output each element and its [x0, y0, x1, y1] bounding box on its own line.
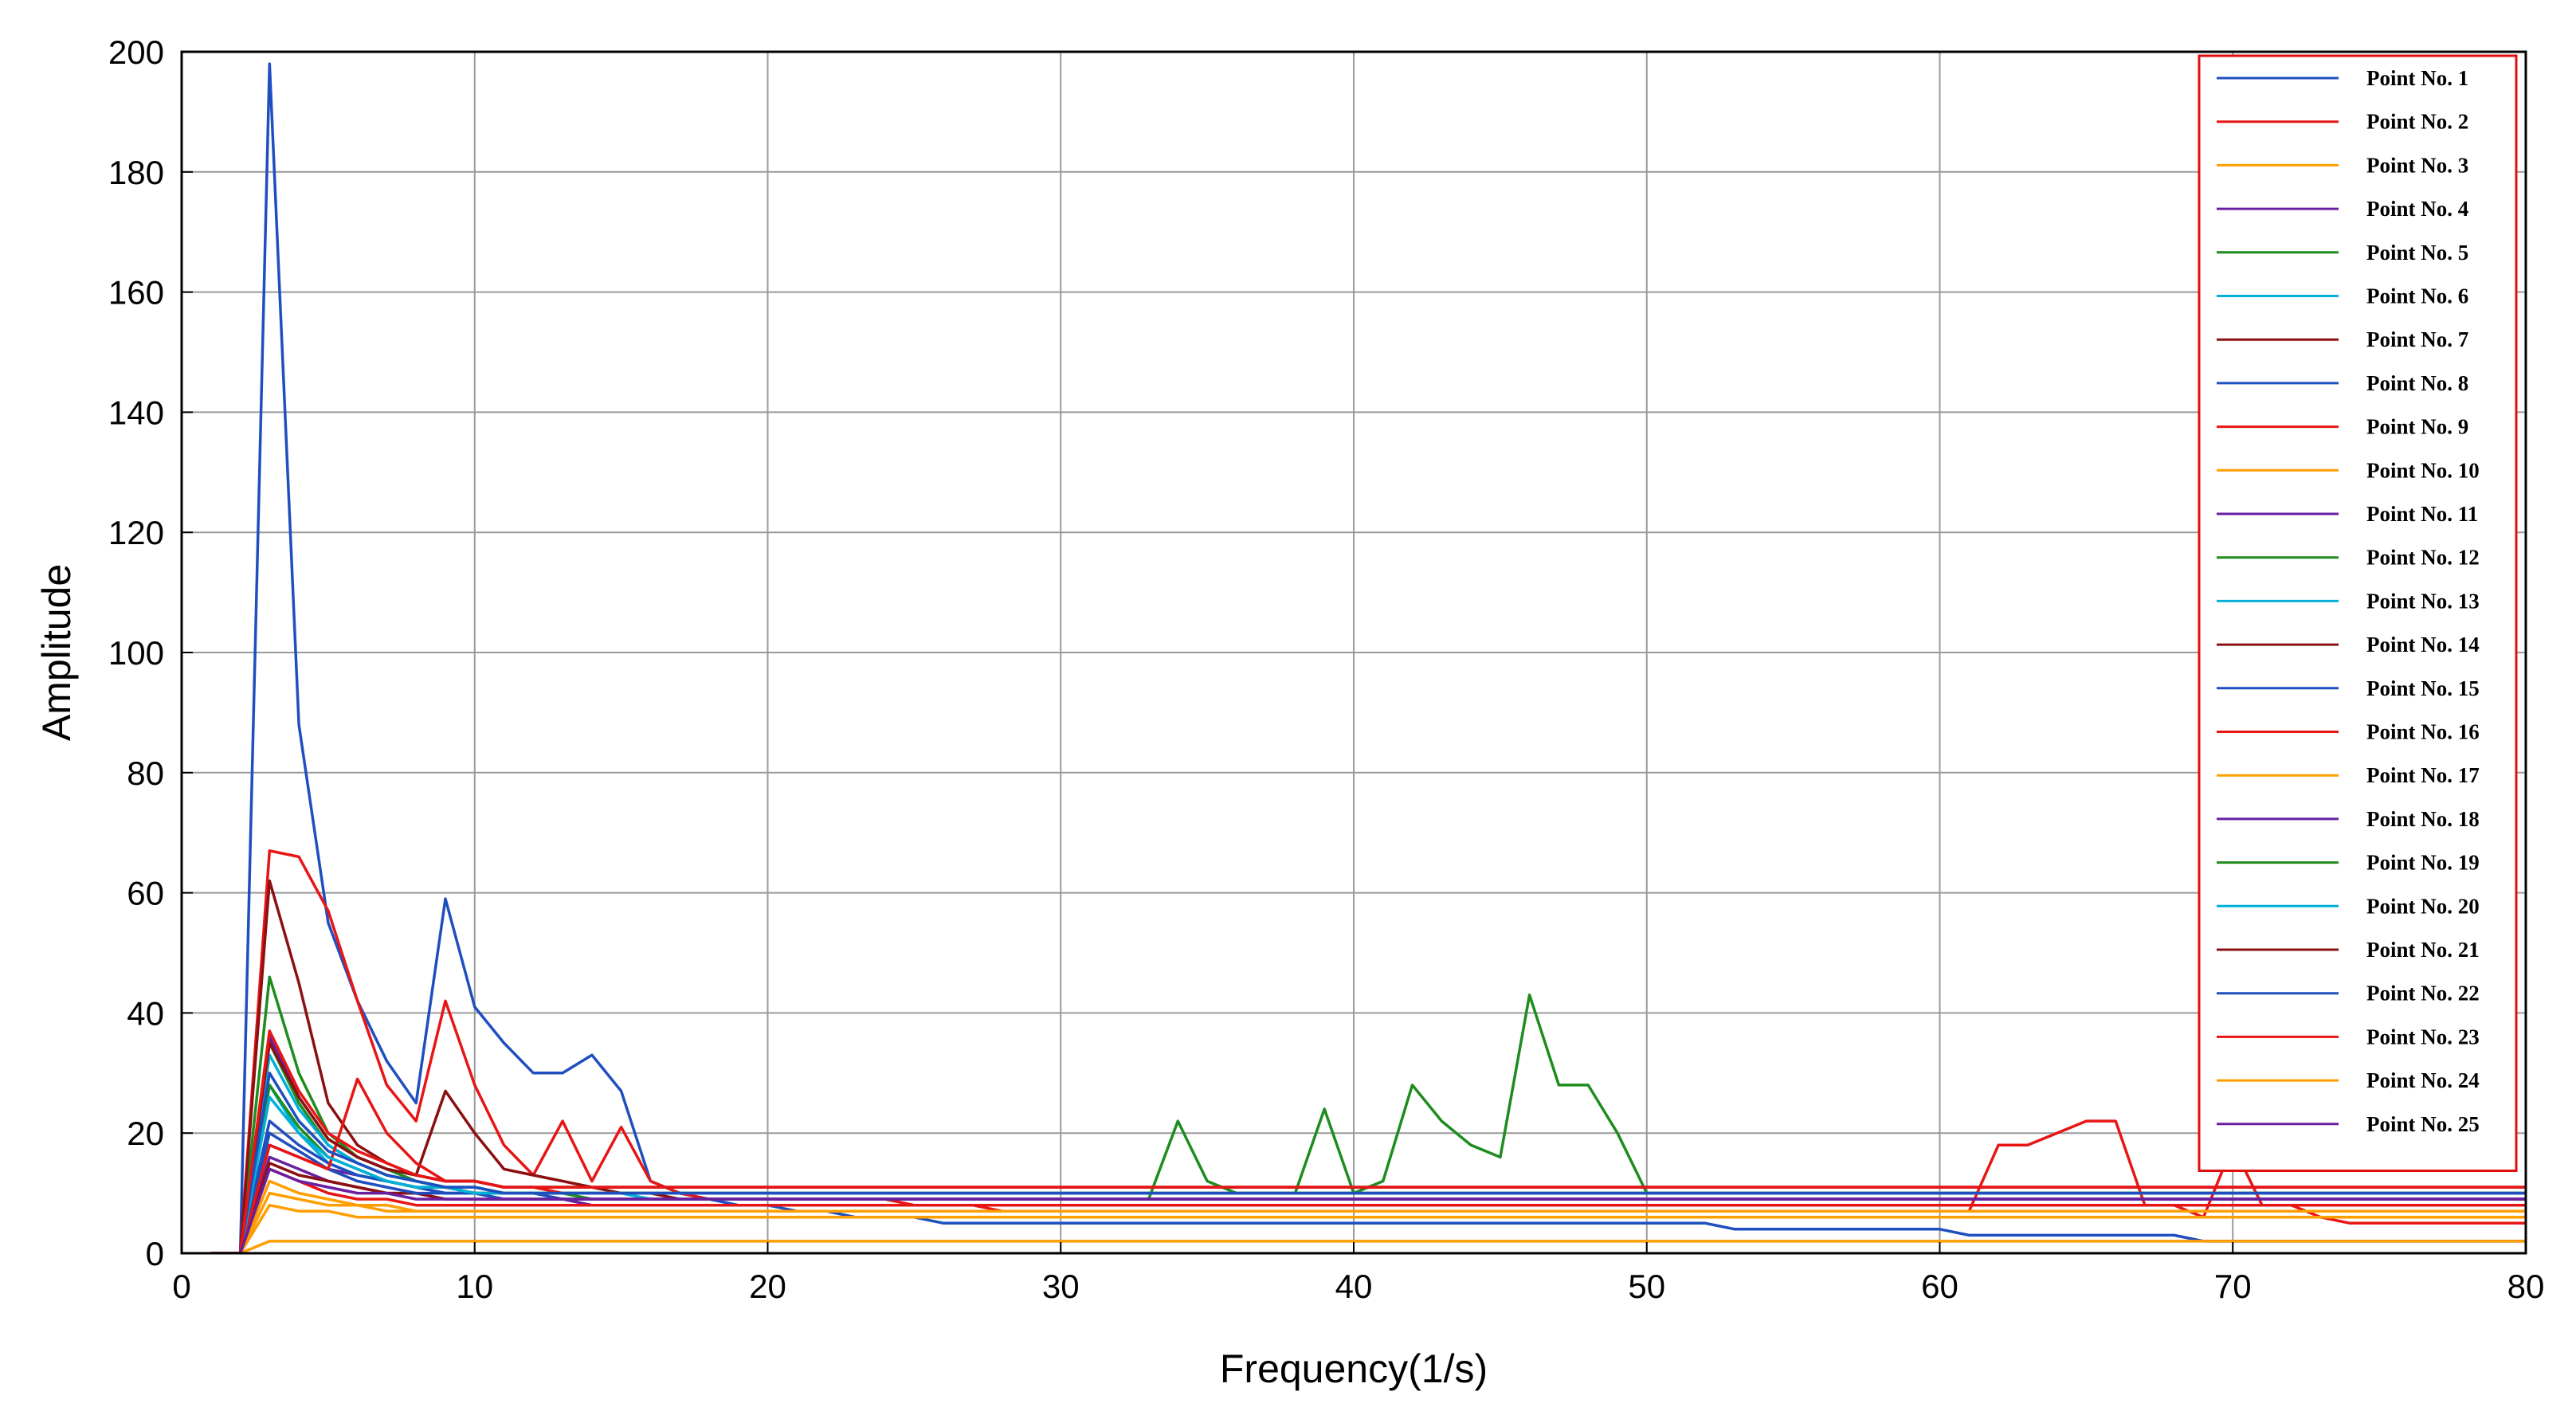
legend-label: Point No. 13	[2366, 589, 2480, 613]
y-tick-label: 40	[127, 994, 164, 1032]
series-line	[210, 1084, 2526, 1253]
legend-label: Point No. 2	[2366, 110, 2468, 134]
series-line	[210, 1077, 2526, 1253]
legend-box	[2198, 54, 2518, 1172]
series-line	[210, 1072, 2526, 1253]
legend-label: Point No. 7	[2366, 327, 2468, 351]
x-tick-label: 20	[749, 1268, 786, 1305]
x-tick-label: 30	[1042, 1268, 1080, 1305]
legend-label: Point No. 24	[2366, 1068, 2480, 1092]
series-line	[210, 62, 2526, 1253]
y-tick-label: 60	[127, 875, 164, 912]
legend-label: Point No. 16	[2366, 720, 2480, 744]
series-line	[210, 1240, 2526, 1253]
y-axis-title: Amplitude	[34, 564, 79, 741]
x-tick-label: 70	[2214, 1268, 2252, 1305]
legend-label: Point No. 5	[2366, 241, 2468, 265]
legend-label: Point No. 15	[2366, 676, 2480, 700]
legend-label: Point No. 19	[2366, 851, 2480, 875]
series-line	[210, 1035, 2526, 1253]
y-tick-label: 20	[127, 1115, 164, 1152]
legend-label: Point No. 18	[2366, 807, 2480, 831]
legend-label: Point No. 10	[2366, 458, 2480, 482]
x-axis-ticks: 0 10 20 30 40 50 60 70 80	[172, 1242, 2544, 1305]
x-tick-label: 50	[1628, 1268, 1665, 1305]
legend-label: Point No. 8	[2366, 371, 2468, 395]
legend-label: Point No. 9	[2366, 415, 2468, 439]
legend-label: Point No. 14	[2366, 633, 2480, 656]
grid	[182, 52, 2526, 1253]
y-tick-label: 200	[108, 33, 164, 71]
series-line	[210, 1041, 2526, 1253]
series-line	[210, 1191, 2526, 1253]
x-tick-label: 0	[172, 1268, 190, 1305]
legend-label: Point No. 6	[2366, 284, 2468, 308]
series-line	[210, 1167, 2526, 1253]
y-tick-label: 0	[146, 1235, 164, 1272]
x-tick-label: 10	[456, 1268, 493, 1305]
series-line	[210, 1203, 2526, 1253]
legend-label: Point No. 4	[2366, 197, 2468, 221]
legend-label: Point No. 11	[2366, 502, 2478, 526]
legend-label: Point No. 22	[2366, 982, 2480, 1005]
legend-label: Point No. 23	[2366, 1025, 2480, 1048]
y-tick-label: 160	[108, 274, 164, 312]
x-tick-label: 60	[1921, 1268, 1958, 1305]
legend-label: Point No. 17	[2366, 763, 2480, 787]
y-axis-ticks: 0 20 40 60 80 100 120 140 160 180 200	[108, 33, 193, 1272]
x-axis-title: Frequency(1/s)	[1220, 1346, 1488, 1391]
series-line	[210, 1041, 2526, 1253]
series-line	[210, 1167, 2526, 1253]
series-line	[210, 1095, 2526, 1253]
y-tick-label: 120	[108, 514, 164, 551]
y-tick-label: 140	[108, 394, 164, 431]
legend-label: Point No. 3	[2366, 153, 2468, 177]
series-line	[210, 1029, 2526, 1253]
y-tick-label: 80	[127, 754, 164, 792]
series-layer	[210, 62, 2526, 1253]
legend-label: Point No. 21	[2366, 938, 2480, 962]
legend: Point No. 1 Point No. 2 Point No. 3 Point N…	[2198, 54, 2518, 1172]
legend-label: Point No. 12	[2366, 546, 2480, 570]
legend-label: Point No. 1	[2366, 66, 2468, 90]
legend-label: Point No. 25	[2366, 1112, 2480, 1136]
legend-label: Point No. 20	[2366, 894, 2480, 918]
x-tick-label: 40	[1335, 1268, 1373, 1305]
y-tick-label: 100	[108, 634, 164, 672]
y-tick-label: 180	[108, 154, 164, 191]
x-tick-label: 80	[2507, 1268, 2545, 1305]
series-line	[210, 1084, 2526, 1253]
